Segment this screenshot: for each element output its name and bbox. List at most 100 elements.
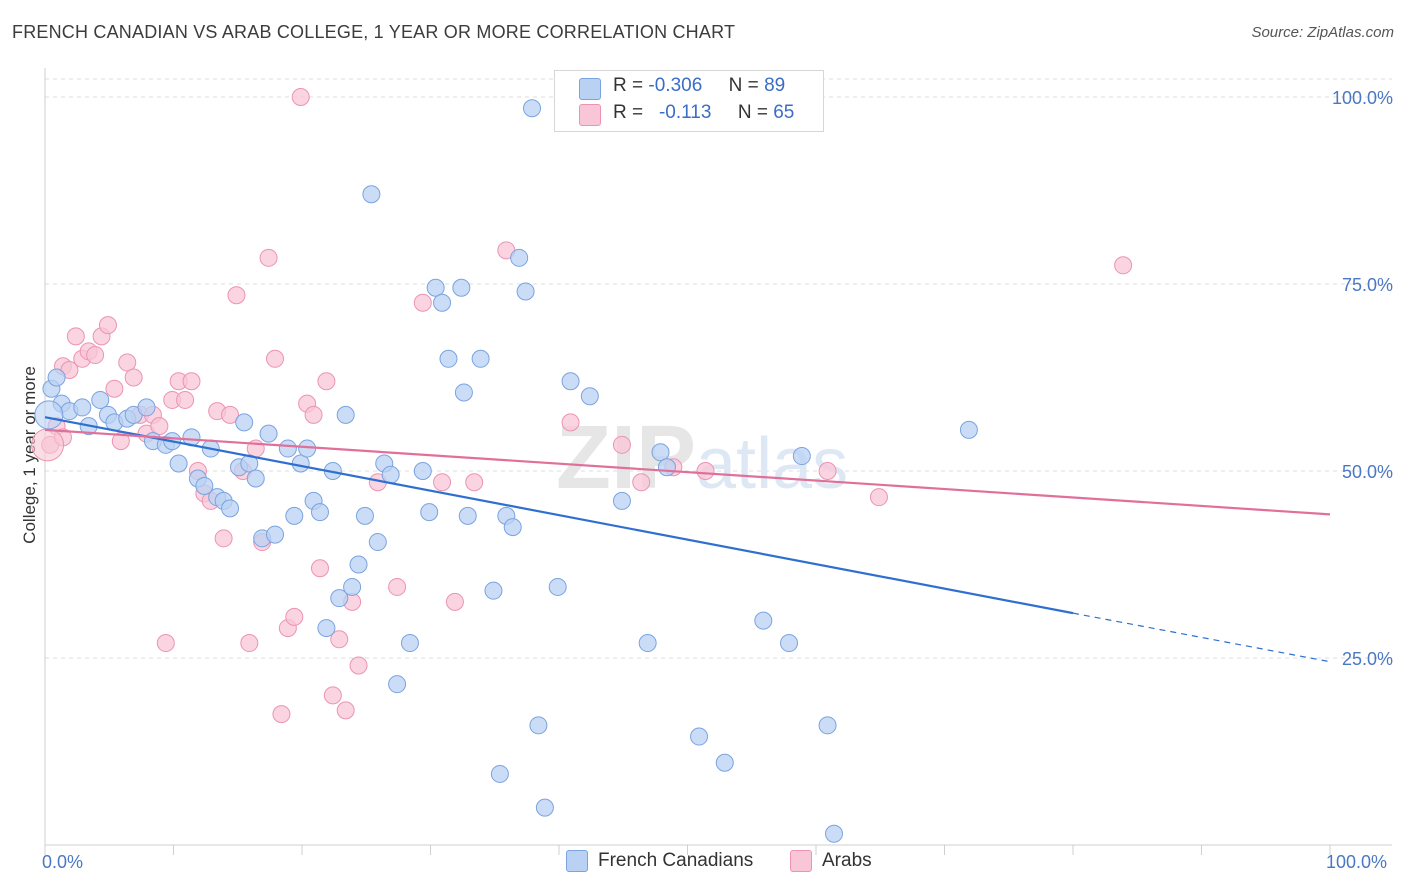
arab-point bbox=[413, 293, 432, 312]
french-canadian-point bbox=[484, 581, 503, 600]
x-tick-label-min: 0.0% bbox=[42, 852, 84, 872]
french-canadian-point bbox=[317, 619, 336, 638]
r-label: R = bbox=[613, 102, 644, 123]
source-credit: Source: ZipAtlas.com bbox=[1251, 24, 1394, 41]
french-canadian-point bbox=[336, 405, 355, 424]
french-canadian-point bbox=[780, 634, 799, 653]
french-canadian-point bbox=[291, 454, 310, 473]
arab-point bbox=[388, 577, 407, 596]
french-canadian-point bbox=[381, 465, 400, 484]
y-tick-label: 25.0% bbox=[1342, 649, 1393, 669]
arab-point bbox=[124, 368, 143, 387]
arab-point bbox=[221, 405, 240, 424]
arab-point bbox=[272, 705, 291, 724]
legend-swatch-pink bbox=[790, 850, 812, 872]
arab-point bbox=[176, 390, 195, 409]
legend-swatch-blue bbox=[566, 850, 588, 872]
arab-point bbox=[150, 417, 169, 436]
french-canadian-point bbox=[959, 420, 978, 439]
french-canadian-point bbox=[362, 185, 381, 204]
x-tick-label-max: 100.0% bbox=[1326, 852, 1388, 872]
french-canadian-point bbox=[529, 716, 548, 735]
y-tick-label: 50.0% bbox=[1342, 462, 1393, 482]
legend-item-arabs[interactable]: Arabs bbox=[790, 850, 872, 872]
french-canadian-point bbox=[285, 506, 304, 525]
arab-point bbox=[240, 634, 259, 653]
arab-point bbox=[818, 462, 837, 480]
french-canadian-point bbox=[266, 525, 285, 544]
arabs-points bbox=[31, 88, 1133, 724]
french-canadian-point bbox=[516, 282, 535, 301]
french-canadian-point bbox=[471, 349, 490, 368]
arab-point bbox=[214, 529, 233, 548]
french-canadian-point bbox=[754, 611, 773, 630]
french-canadian-point bbox=[368, 533, 387, 552]
french-canadian-point bbox=[426, 278, 445, 297]
n-label: N = bbox=[737, 102, 768, 123]
arab-point bbox=[227, 286, 246, 305]
trend-lines bbox=[44, 416, 1331, 663]
n-value: 89 bbox=[764, 75, 786, 96]
french-canadian-point bbox=[690, 727, 709, 746]
french-canadian-point bbox=[454, 383, 473, 402]
arab-point bbox=[433, 473, 452, 492]
stats-legend: R = -0.306 N = 89 R = -0.113 N = 65 bbox=[554, 70, 824, 132]
y-tick-label: 100.0% bbox=[1332, 88, 1393, 108]
french-canadian-point bbox=[259, 424, 278, 443]
arab-point bbox=[323, 686, 342, 705]
french-canadian-point bbox=[792, 447, 811, 466]
french-canadian-point bbox=[355, 506, 374, 525]
legend-item-french-canadians[interactable]: French Canadians bbox=[566, 850, 753, 872]
arab-point bbox=[118, 353, 137, 372]
french-canadian-point bbox=[278, 439, 297, 458]
french-canadian-point bbox=[638, 634, 657, 653]
french-canadian-point bbox=[561, 372, 580, 391]
arab-point bbox=[291, 88, 310, 106]
french-canadian-point bbox=[535, 798, 554, 817]
french-canadian-point bbox=[388, 675, 407, 694]
french-canadian-point bbox=[452, 278, 471, 297]
french-canadian-point bbox=[91, 390, 110, 409]
french-canadian-point bbox=[400, 634, 419, 653]
arab-point bbox=[612, 435, 631, 454]
legend-row-pink: R = -0.113 N = 65 bbox=[613, 102, 794, 124]
chart-title: FRENCH CANADIAN VS ARAB COLLEGE, 1 YEAR … bbox=[12, 22, 736, 42]
french-canadian-point bbox=[580, 387, 599, 406]
watermark: ZIPatlas bbox=[556, 408, 848, 508]
arab-point bbox=[1114, 256, 1133, 275]
arab-point bbox=[266, 349, 285, 368]
n-label: N = bbox=[728, 75, 759, 96]
french-canadian-point bbox=[195, 476, 214, 495]
arab-point-large bbox=[31, 428, 65, 462]
french-canadian-point bbox=[235, 413, 254, 432]
watermark-zip: ZIP bbox=[556, 408, 696, 508]
arab-point bbox=[336, 701, 355, 720]
arab-point bbox=[632, 473, 651, 492]
french-canadian-point bbox=[137, 398, 156, 417]
arab-point bbox=[349, 656, 368, 675]
french-canadian-point bbox=[221, 499, 240, 518]
legend-swatch-blue bbox=[579, 78, 601, 100]
french-canadian-point bbox=[523, 99, 542, 118]
french-canadians-trend-line bbox=[44, 416, 1074, 615]
french-canadian-point bbox=[458, 506, 477, 525]
french-canadian-point bbox=[169, 454, 188, 473]
arab-point bbox=[86, 346, 105, 365]
arab-point bbox=[465, 473, 484, 492]
series-legend: French Canadians Arabs bbox=[0, 850, 1406, 878]
french-canadian-point bbox=[413, 462, 432, 480]
french-canadian-point bbox=[503, 518, 522, 537]
arab-point bbox=[304, 405, 323, 424]
r-value: -0.306 bbox=[648, 75, 703, 96]
arab-point bbox=[66, 327, 85, 346]
arab-point bbox=[696, 462, 715, 480]
arab-point bbox=[317, 372, 336, 391]
arab-point bbox=[561, 413, 580, 432]
arab-point bbox=[98, 316, 117, 335]
arab-point bbox=[259, 248, 278, 267]
french-canadian-point bbox=[818, 716, 837, 735]
french-canadians-points bbox=[34, 99, 978, 843]
french-canadian-point bbox=[824, 824, 843, 843]
french-canadian-point bbox=[490, 764, 509, 783]
french-canadian-point bbox=[612, 491, 631, 510]
